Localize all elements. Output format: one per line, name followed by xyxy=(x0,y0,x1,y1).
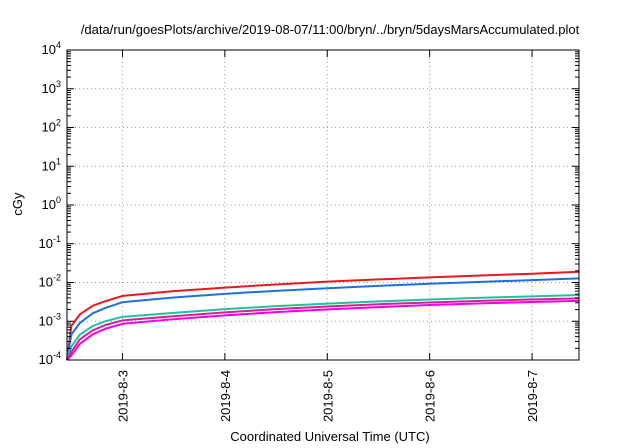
y-tick-label: 103 xyxy=(42,79,61,96)
series-line-2 xyxy=(66,277,580,361)
y-tick-label: 10-2 xyxy=(39,273,61,290)
y-tick-label: 104 xyxy=(42,40,61,57)
y-tick-label: 101 xyxy=(42,156,61,173)
chart-title: /data/run/goesPlots/archive/2019-08-07/1… xyxy=(81,22,580,37)
grid xyxy=(67,50,579,360)
y-tick-label: 10-3 xyxy=(39,311,61,328)
y-tick-label: 10-4 xyxy=(39,350,61,367)
y-tick-label: 100 xyxy=(42,195,61,212)
series-group xyxy=(66,270,580,361)
x-tick-label: 2019-8-3 xyxy=(115,370,130,422)
x-tick-label: 2019-8-4 xyxy=(218,370,233,422)
y-axis-label: cGy xyxy=(10,192,25,216)
x-tick-label: 2019-8-5 xyxy=(320,370,335,422)
series-line-4 xyxy=(66,297,580,361)
x-tick-label: 2019-8-6 xyxy=(423,370,438,422)
series-line-3 xyxy=(66,294,580,361)
x-axis-label: Coordinated Universal Time (UTC) xyxy=(230,429,429,444)
tick-labels: 10-4 10-3 10-2 10-1 100 101 102 103 104 2019-8-3 2… xyxy=(39,40,541,422)
x-tick-label: 2019-8-7 xyxy=(525,370,540,422)
y-tick-label: 10-1 xyxy=(39,234,61,251)
series-line-5 xyxy=(66,299,580,361)
y-tick-label: 102 xyxy=(42,118,61,135)
axes xyxy=(66,49,580,361)
series-line-1 xyxy=(66,270,580,361)
plot-frame xyxy=(66,49,580,361)
